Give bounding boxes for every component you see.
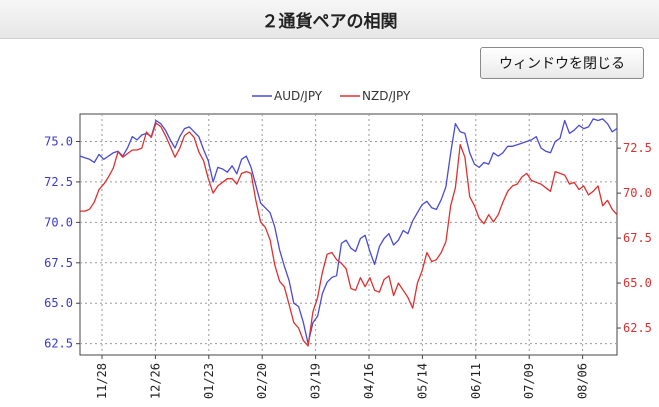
y-axis-right: 62.5 65.0 67.5 70.0 72.5 — [617, 141, 652, 335]
x-tick-label: 04/16 — [362, 363, 376, 399]
x-tick-label: 01/23 — [202, 363, 216, 399]
series-line-aud-jpy — [79, 118, 618, 345]
x-tick-label: 05/14 — [415, 363, 429, 399]
x-tick-label: 02/20 — [255, 363, 269, 399]
y-right-tick-label: 72.5 — [623, 141, 652, 155]
y-left-tick-label: 72.5 — [44, 175, 73, 189]
y-right-tick-label: 67.5 — [623, 231, 652, 245]
legend-label: AUD/JPY — [274, 89, 323, 103]
y-right-tick-label: 70.0 — [623, 186, 652, 200]
y-right-tick-label: 62.5 — [623, 321, 652, 335]
series-line-nzd-jpy — [80, 122, 618, 347]
legend-label: NZD/JPY — [362, 89, 411, 103]
chart-series — [79, 118, 618, 347]
x-tick-label: 06/11 — [469, 363, 483, 399]
chart-legend: AUD/JPY NZD/JPY — [252, 89, 411, 103]
x-tick-label: 03/19 — [309, 363, 323, 399]
close-window-button[interactable]: ウィンドウを閉じる — [480, 47, 644, 79]
y-left-tick-label: 75.0 — [44, 134, 73, 148]
y-left-tick-label: 67.5 — [44, 256, 73, 270]
chart-grid — [80, 114, 617, 355]
y-left-tick-label: 62.5 — [44, 337, 73, 351]
y-left-tick-label: 65.0 — [44, 296, 73, 310]
window-title: ２通貨ペアの相関 — [0, 0, 659, 39]
plot-frame — [79, 113, 618, 356]
x-tick-label: 07/09 — [522, 363, 536, 399]
x-tick-label: 12/26 — [148, 363, 162, 399]
y-left-tick-label: 70.0 — [44, 215, 73, 229]
y-axis-left: 62.5 65.0 67.5 70.0 72.5 75.0 — [44, 134, 80, 351]
x-axis: 11/28 12/26 01/23 02/20 03/19 04/16 05/14 06/11… — [95, 355, 590, 399]
x-tick-label: 08/06 — [576, 363, 590, 399]
x-tick-label: 11/28 — [95, 363, 109, 399]
y-right-tick-label: 65.0 — [623, 276, 652, 290]
